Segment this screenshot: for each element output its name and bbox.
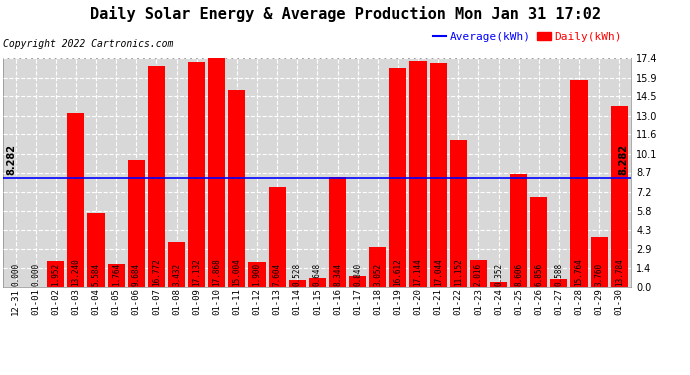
Text: 11.152: 11.152 (454, 258, 463, 286)
Bar (409, 62, 426, 287)
Text: 9.684: 9.684 (132, 263, 141, 286)
Bar (288, 280, 306, 287)
Text: Daily Solar Energy & Average Production Mon Jan 31 17:02: Daily Solar Energy & Average Production … (90, 6, 600, 22)
Bar (490, 282, 507, 287)
Text: 0.528: 0.528 (293, 263, 302, 286)
Text: 1.952: 1.952 (51, 263, 60, 286)
Text: 3.432: 3.432 (172, 263, 181, 286)
Text: 6.856: 6.856 (534, 263, 543, 286)
Bar (88, 213, 105, 287)
Bar (108, 264, 125, 287)
Text: 15.764: 15.764 (575, 258, 584, 286)
Bar (470, 260, 487, 287)
Legend: Average(kWh), Daily(kWh): Average(kWh), Daily(kWh) (428, 27, 626, 46)
Text: 8.282: 8.282 (6, 144, 17, 176)
Text: 16.772: 16.772 (152, 258, 161, 286)
Text: 17.868: 17.868 (213, 258, 221, 286)
Text: 1.764: 1.764 (112, 263, 121, 286)
Text: Copyright 2022 Cartronics.com: Copyright 2022 Cartronics.com (3, 39, 174, 50)
Text: 8.282: 8.282 (618, 144, 629, 176)
Text: 2.016: 2.016 (474, 263, 483, 286)
Bar (611, 106, 628, 287)
Text: 15.004: 15.004 (233, 258, 241, 286)
Text: 17.044: 17.044 (433, 258, 443, 286)
Text: 1.900: 1.900 (253, 263, 262, 286)
Text: 7.604: 7.604 (273, 263, 282, 286)
Text: 0.000: 0.000 (11, 263, 20, 286)
Text: 16.612: 16.612 (393, 258, 402, 286)
Bar (268, 187, 286, 287)
Text: 5.584: 5.584 (92, 263, 101, 286)
Bar (248, 262, 266, 287)
Bar (329, 177, 346, 287)
Text: 17.132: 17.132 (192, 258, 201, 286)
Text: 0.648: 0.648 (313, 263, 322, 286)
Text: 0.000: 0.000 (31, 263, 40, 286)
Bar (68, 113, 84, 287)
Bar (430, 63, 446, 287)
Bar (530, 197, 547, 287)
Text: 17.144: 17.144 (413, 258, 422, 286)
Bar (349, 276, 366, 287)
Bar (309, 278, 326, 287)
Bar (389, 69, 406, 287)
Bar (228, 90, 246, 287)
Text: 0.840: 0.840 (353, 263, 362, 286)
Text: 3.760: 3.760 (595, 263, 604, 286)
Bar (510, 174, 527, 287)
Bar (591, 237, 608, 287)
Bar (369, 247, 386, 287)
Bar (208, 52, 226, 287)
Bar (168, 242, 185, 287)
Text: 13.784: 13.784 (615, 258, 624, 286)
Bar (188, 62, 205, 287)
Bar (450, 140, 467, 287)
Bar (148, 66, 165, 287)
Text: 8.344: 8.344 (333, 263, 342, 286)
Text: 0.352: 0.352 (494, 263, 503, 286)
Text: 13.240: 13.240 (71, 258, 81, 286)
Bar (551, 279, 567, 287)
Text: 0.588: 0.588 (554, 263, 564, 286)
Bar (47, 261, 64, 287)
Text: 3.052: 3.052 (373, 263, 382, 286)
Bar (571, 80, 588, 287)
Bar (128, 160, 145, 287)
Text: 8.606: 8.606 (514, 263, 523, 286)
